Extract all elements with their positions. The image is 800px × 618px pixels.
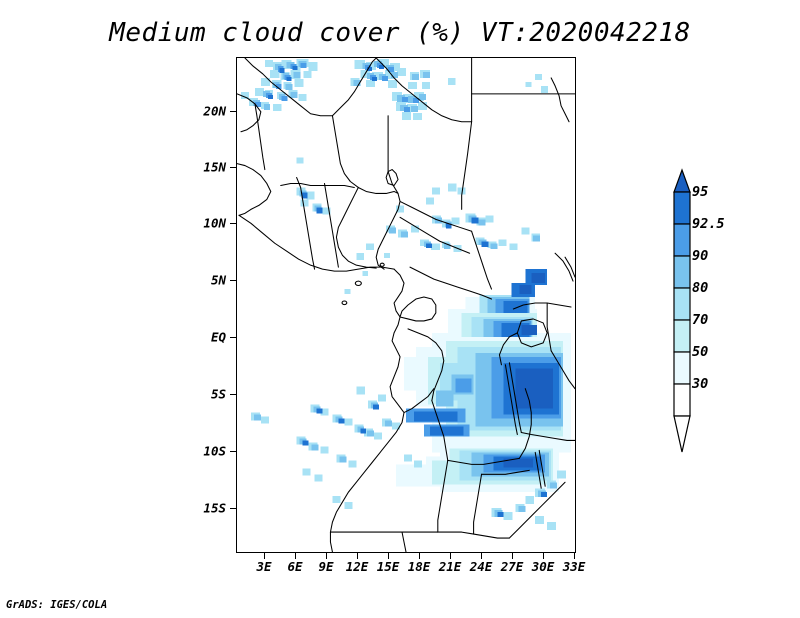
colorbar-band: [673, 351, 691, 385]
colorbar-label: 30: [692, 376, 709, 392]
axis-label-x: 15E: [376, 559, 400, 574]
tick-x: [419, 553, 421, 559]
axis-label-x: 21E: [438, 559, 462, 574]
tick-y: [230, 167, 236, 169]
colorbar-label: 90: [692, 248, 709, 264]
colorbar-label: 92.5: [692, 216, 725, 232]
colorbar: 95 92.5 90 80 70 50 30: [660, 160, 750, 470]
tick-x: [326, 553, 328, 559]
page-title: Medium cloud cover (%) VT:2020042218: [109, 18, 691, 48]
colorbar-band: [673, 191, 691, 225]
colorbar-band: [673, 255, 691, 289]
axis-label-x: 24E: [469, 559, 493, 574]
tick-y: [230, 508, 236, 510]
colorbar-label: 50: [692, 344, 709, 360]
colorbar-label: 80: [692, 280, 709, 296]
map-outlines: [237, 58, 575, 552]
axis-label-x: 9E: [318, 559, 334, 574]
footer-credit: GrADS: IGES/COLA: [6, 599, 108, 611]
axis-label-x: 30E: [531, 559, 555, 574]
tick-y: [230, 451, 236, 453]
axis-label-y: 10N: [203, 215, 226, 231]
axis-label-y: 15S: [203, 500, 226, 516]
tick-x: [512, 553, 514, 559]
tick-x: [450, 553, 452, 559]
axis-label-x: 33E: [562, 559, 586, 574]
axis-label-y: 15N: [203, 159, 226, 175]
map-canvas: [237, 58, 575, 552]
axis-label-x: 12E: [345, 559, 369, 574]
colorbar-arrow-bottom: [673, 415, 691, 453]
tick-x: [543, 553, 545, 559]
tick-x: [574, 553, 576, 559]
tick-x: [388, 553, 390, 559]
axis-label-y: 5S: [210, 386, 226, 402]
colorbar-band: [673, 319, 691, 353]
axis-label-x: 6E: [287, 559, 303, 574]
tick-y: [230, 394, 236, 396]
axis-label-y: EQ: [210, 329, 226, 345]
colorbar-swatches: [673, 168, 691, 453]
cloud-cover-field: [240, 58, 572, 531]
tick-y: [230, 223, 236, 225]
tick-x: [295, 553, 297, 559]
tick-y: [230, 111, 236, 113]
axis-label-y: 10S: [203, 443, 226, 459]
axis-label-x: 27E: [500, 559, 524, 574]
colorbar-label: 95: [692, 184, 709, 200]
tick-y: [230, 337, 236, 339]
axis-label-y: 5N: [210, 272, 226, 288]
map-plot-area: [236, 57, 576, 553]
tick-x: [264, 553, 266, 559]
axis-label-x: 18E: [407, 559, 431, 574]
axis-label-y: 20N: [203, 103, 226, 119]
colorbar-band: [673, 383, 691, 417]
axis-label-x: 3E: [256, 559, 272, 574]
tick-x: [481, 553, 483, 559]
colorbar-band: [673, 287, 691, 321]
tick-x: [357, 553, 359, 559]
tick-y: [230, 280, 236, 282]
colorbar-arrow-top: [673, 168, 691, 193]
colorbar-band: [673, 223, 691, 257]
colorbar-label: 70: [692, 312, 709, 328]
